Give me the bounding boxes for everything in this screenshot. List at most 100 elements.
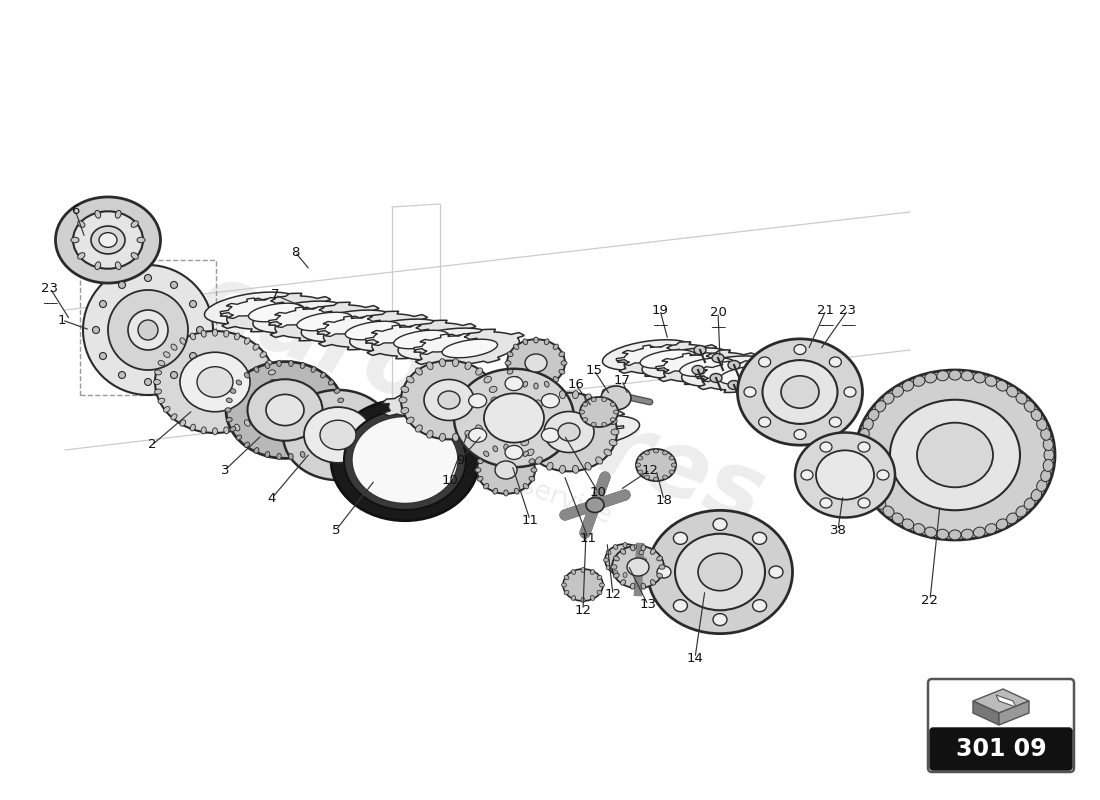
Ellipse shape: [604, 558, 608, 562]
Ellipse shape: [95, 262, 101, 270]
Polygon shape: [472, 403, 536, 424]
Ellipse shape: [223, 427, 229, 434]
Ellipse shape: [507, 370, 513, 374]
Ellipse shape: [759, 417, 771, 427]
Ellipse shape: [829, 357, 842, 367]
Ellipse shape: [623, 542, 627, 547]
Ellipse shape: [304, 407, 372, 463]
Ellipse shape: [1036, 418, 1047, 430]
FancyBboxPatch shape: [930, 728, 1072, 770]
Ellipse shape: [265, 451, 269, 458]
Ellipse shape: [857, 438, 867, 450]
Text: 7: 7: [271, 289, 279, 302]
Text: 14: 14: [686, 651, 703, 665]
Ellipse shape: [949, 370, 961, 380]
Ellipse shape: [427, 430, 433, 438]
Ellipse shape: [572, 466, 579, 474]
Ellipse shape: [1031, 410, 1042, 421]
Ellipse shape: [986, 376, 997, 386]
Ellipse shape: [531, 468, 537, 472]
Ellipse shape: [236, 435, 242, 440]
Ellipse shape: [657, 556, 662, 561]
Ellipse shape: [698, 554, 742, 590]
Ellipse shape: [226, 362, 344, 458]
Polygon shape: [695, 361, 759, 382]
Ellipse shape: [249, 303, 304, 322]
Ellipse shape: [427, 362, 433, 370]
Ellipse shape: [997, 519, 1008, 530]
Text: 3: 3: [221, 463, 229, 477]
Ellipse shape: [902, 381, 914, 391]
Ellipse shape: [155, 389, 162, 394]
Text: 12: 12: [641, 463, 659, 477]
Polygon shape: [996, 695, 1016, 707]
Ellipse shape: [561, 583, 566, 587]
Text: 8: 8: [290, 246, 299, 258]
Text: 23: 23: [42, 282, 58, 294]
Text: 301 09: 301 09: [956, 737, 1046, 761]
Ellipse shape: [212, 428, 218, 435]
Polygon shape: [317, 316, 381, 336]
Ellipse shape: [456, 398, 551, 430]
Ellipse shape: [864, 480, 873, 491]
Ellipse shape: [669, 456, 674, 460]
Ellipse shape: [131, 253, 139, 259]
Ellipse shape: [170, 414, 177, 420]
Ellipse shape: [248, 379, 322, 441]
Ellipse shape: [659, 565, 666, 570]
Ellipse shape: [606, 566, 610, 570]
Ellipse shape: [170, 344, 177, 350]
Ellipse shape: [416, 368, 422, 375]
Ellipse shape: [300, 451, 305, 458]
Text: 12: 12: [574, 603, 592, 617]
Ellipse shape: [857, 459, 867, 471]
Text: 9: 9: [455, 454, 464, 466]
Ellipse shape: [344, 410, 466, 510]
Ellipse shape: [864, 418, 873, 430]
Ellipse shape: [858, 442, 870, 452]
Ellipse shape: [620, 549, 626, 554]
Ellipse shape: [868, 489, 879, 501]
Ellipse shape: [490, 407, 497, 414]
Ellipse shape: [1024, 401, 1035, 412]
Ellipse shape: [669, 470, 674, 474]
Ellipse shape: [1041, 428, 1050, 440]
Ellipse shape: [244, 373, 250, 378]
Ellipse shape: [507, 339, 565, 386]
Ellipse shape: [974, 373, 986, 383]
Ellipse shape: [769, 566, 783, 578]
Ellipse shape: [917, 422, 993, 487]
Ellipse shape: [883, 393, 894, 404]
Ellipse shape: [128, 310, 168, 350]
Ellipse shape: [673, 532, 688, 544]
Ellipse shape: [585, 462, 592, 470]
Ellipse shape: [234, 333, 240, 340]
Ellipse shape: [55, 197, 161, 283]
Text: 18: 18: [656, 494, 672, 506]
Ellipse shape: [580, 410, 584, 414]
Polygon shape: [656, 353, 719, 374]
Ellipse shape: [398, 328, 493, 360]
Ellipse shape: [205, 292, 299, 324]
Ellipse shape: [794, 430, 806, 439]
Polygon shape: [560, 421, 624, 442]
Text: 2: 2: [147, 438, 156, 451]
Polygon shape: [658, 350, 758, 384]
Ellipse shape: [713, 614, 727, 626]
Ellipse shape: [320, 373, 326, 378]
Ellipse shape: [544, 411, 594, 453]
Ellipse shape: [541, 394, 560, 408]
Ellipse shape: [529, 459, 535, 463]
Ellipse shape: [260, 406, 266, 412]
Ellipse shape: [1044, 449, 1054, 461]
Ellipse shape: [794, 345, 806, 354]
Ellipse shape: [585, 394, 592, 402]
Ellipse shape: [1031, 489, 1042, 501]
Ellipse shape: [154, 379, 161, 385]
Ellipse shape: [641, 545, 646, 550]
Ellipse shape: [452, 434, 459, 442]
Ellipse shape: [138, 320, 158, 340]
Ellipse shape: [541, 428, 560, 442]
Ellipse shape: [522, 382, 528, 387]
Ellipse shape: [164, 406, 170, 412]
